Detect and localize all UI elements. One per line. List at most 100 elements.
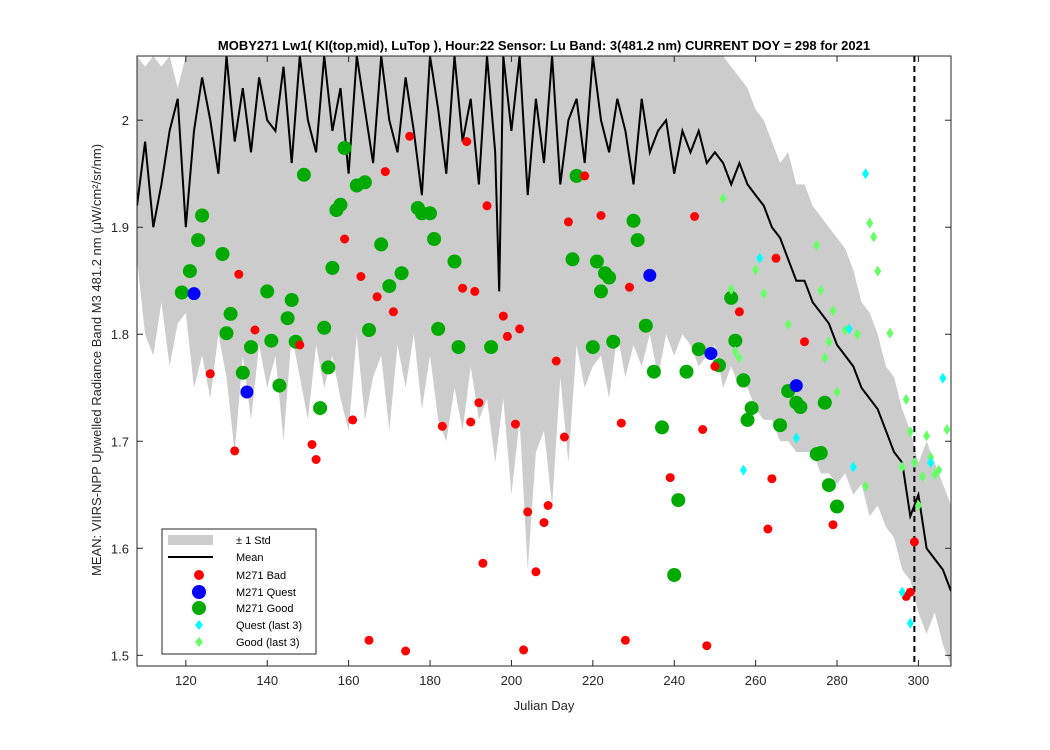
point-bad [470,286,480,296]
point-good [744,401,759,416]
x-tick-label: 160 [338,673,360,688]
point-bad [559,432,569,442]
legend-marker-bad [194,570,204,580]
point-good-last3 [825,336,833,348]
point-bad [620,635,630,645]
point-bad [625,282,634,292]
point-quest [704,347,718,360]
point-good [594,284,608,299]
point-quest-last3 [739,464,747,476]
point-bad [563,217,573,227]
point-good [321,360,336,375]
point-good [565,252,580,267]
point-good [284,293,299,307]
point-good-last3 [898,461,906,473]
point-quest-last3 [849,461,857,473]
point-good [394,266,409,281]
point-bad [356,272,366,281]
point-good [646,364,661,379]
point-bad [372,292,382,302]
point-bad [380,167,390,177]
point-good-last3 [752,264,760,276]
point-good-last3 [910,457,918,469]
point-bad [462,137,472,147]
point-bad [348,415,358,425]
point-good-last3 [817,284,825,296]
point-good-last3 [813,239,821,251]
x-axis-ticks: 120 140 160 180 200 220 240 260 280 300 [175,56,929,688]
point-good [382,279,397,294]
point-good [357,175,372,190]
point-bad [551,356,561,366]
point-good [484,340,499,355]
point-good-last3 [886,327,894,339]
point-good [423,206,437,221]
point-bad [515,324,525,334]
point-good [195,208,210,223]
point-bad [478,558,488,568]
point-bad [596,211,606,220]
point-good [679,364,694,379]
x-tick-label: 280 [826,673,848,688]
point-quest-last3 [927,457,935,469]
point-quest-last3 [906,617,914,629]
point-good [272,378,287,393]
point-bad [401,646,411,656]
point-good [296,167,311,182]
point-good [830,499,844,514]
point-quest-last3 [898,586,906,598]
point-good [773,418,788,433]
point-bad [519,645,529,655]
point-bad [539,518,549,528]
y-tick-label: 1.7 [111,434,129,449]
point-bad [616,418,626,428]
chart-title: MOBY271 Lw1( KI(top,mid), LuTop ), Hour:… [218,38,870,53]
legend-box [161,528,317,655]
point-bad [502,331,512,341]
y-axis-ticks: 1.5 1.6 1.7 1.8 1.9 2 [111,113,951,663]
point-good [671,493,686,508]
plot-area [136,55,952,667]
point-good [333,197,348,212]
point-good [431,321,446,336]
y-tick-label: 2 [122,113,129,128]
x-tick-label: 200 [501,673,523,688]
point-bad [511,419,520,429]
legend-label-bad: M271 Bad [236,570,286,582]
plot-inner [137,56,951,666]
point-good-last3 [943,423,951,435]
point-good [655,420,669,435]
point-bad [800,337,809,347]
point-good [793,400,808,414]
point-good-last3 [870,231,878,243]
point-good-last3 [862,480,870,492]
point-bad [498,311,508,321]
point-good [264,333,279,348]
point-quest-last3 [939,372,947,384]
point-good [821,478,836,493]
point-good [215,247,230,261]
point-good [260,284,275,299]
point-bad [909,537,919,547]
point-bad [307,440,317,449]
point-good-last3 [866,217,874,229]
point-good-last3 [833,386,841,398]
x-tick-label: 140 [256,673,278,688]
point-bad [234,269,244,279]
x-tick-label: 260 [745,673,767,688]
axes-box [136,55,952,667]
point-good [191,233,206,248]
legend-swatch-std [168,535,213,545]
legend: ± 1 Std Mean M271 Bad M271 Quest M271 Go… [161,528,317,655]
point-good-last3 [914,499,922,511]
legend-label-std: ± 1 Std [236,535,271,547]
legend-label-mean: Mean [236,552,264,564]
point-good [740,412,755,427]
point-good [223,306,238,321]
point-good [691,342,706,357]
point-good-last3 [829,305,837,317]
point-good [667,568,682,582]
legend-label-quest: M271 Quest [236,587,296,599]
point-bad [531,567,541,577]
point-bad [388,307,398,317]
